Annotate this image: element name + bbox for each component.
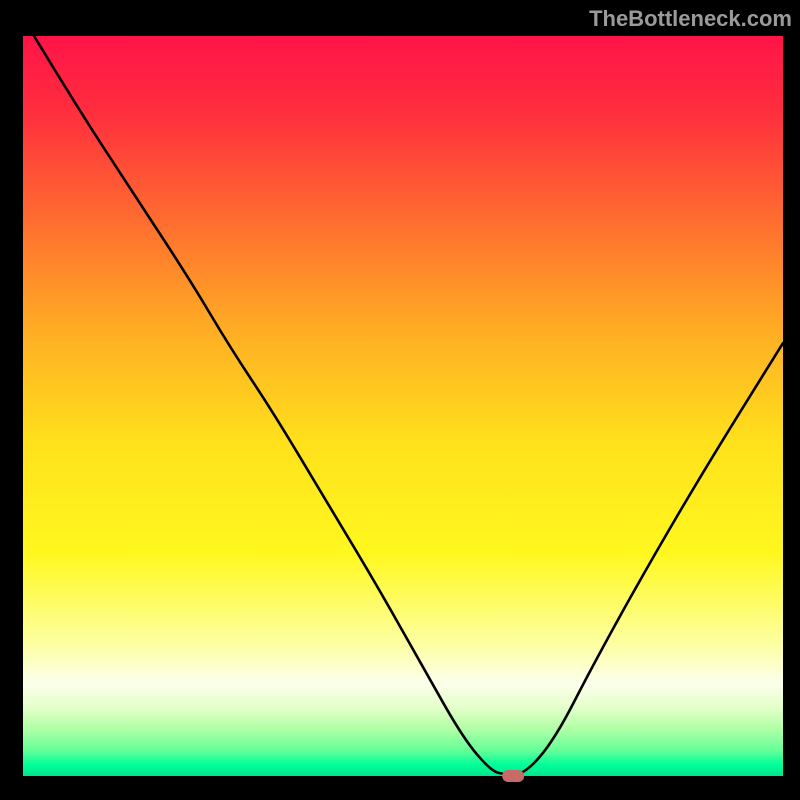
plot-background: [23, 36, 783, 776]
bottleneck-chart: [0, 0, 800, 800]
chart-container: TheBottleneck.com: [0, 0, 800, 800]
optimal-marker: [502, 770, 524, 782]
